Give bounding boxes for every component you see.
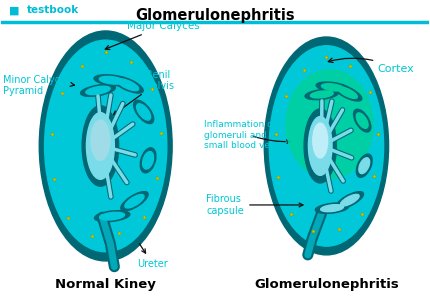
Text: Major Calyces: Major Calyces	[105, 21, 200, 50]
Ellipse shape	[336, 192, 363, 209]
Text: Normal Kiney: Normal Kiney	[55, 278, 156, 291]
Ellipse shape	[137, 104, 150, 120]
Ellipse shape	[304, 109, 336, 183]
Ellipse shape	[143, 152, 154, 169]
Text: ■: ■	[9, 5, 20, 15]
Ellipse shape	[356, 113, 368, 128]
Text: Fibrous
capsule: Fibrous capsule	[206, 194, 303, 216]
Ellipse shape	[80, 85, 115, 96]
Ellipse shape	[305, 89, 338, 100]
Ellipse shape	[321, 205, 344, 212]
Ellipse shape	[134, 100, 154, 124]
Ellipse shape	[86, 86, 110, 95]
Text: Ureter: Ureter	[138, 244, 168, 269]
Ellipse shape	[356, 154, 372, 177]
Ellipse shape	[338, 87, 357, 98]
Ellipse shape	[286, 70, 373, 179]
Ellipse shape	[94, 75, 129, 86]
Ellipse shape	[39, 31, 172, 261]
Ellipse shape	[121, 192, 148, 211]
Ellipse shape	[359, 158, 370, 174]
Ellipse shape	[353, 109, 371, 132]
Ellipse shape	[334, 85, 362, 101]
Ellipse shape	[99, 76, 124, 84]
Ellipse shape	[117, 79, 139, 91]
Ellipse shape	[100, 212, 125, 220]
Ellipse shape	[82, 106, 119, 186]
Text: Inflammation of the
glomeruli and of the
small blood vessels: Inflammation of the glomeruli and of the…	[204, 120, 297, 150]
Ellipse shape	[310, 91, 333, 98]
Ellipse shape	[140, 148, 156, 173]
Text: Cortex: Cortex	[329, 58, 415, 74]
Text: Glomerulonephritis: Glomerulonephritis	[254, 278, 399, 291]
Ellipse shape	[45, 40, 167, 252]
Ellipse shape	[308, 116, 332, 175]
Ellipse shape	[91, 120, 110, 160]
Ellipse shape	[341, 194, 359, 206]
Ellipse shape	[113, 76, 143, 93]
Text: Minor Calyces
Pyramid: Minor Calyces Pyramid	[3, 74, 74, 96]
Ellipse shape	[316, 82, 350, 93]
Ellipse shape	[264, 37, 389, 255]
Text: Glomerulonephritis: Glomerulonephritis	[135, 8, 295, 23]
Text: testbook: testbook	[26, 5, 79, 15]
Ellipse shape	[313, 123, 328, 158]
Text: Renil
Pelvis: Renil Pelvis	[114, 70, 175, 115]
Ellipse shape	[95, 211, 130, 222]
Ellipse shape	[125, 195, 144, 208]
Ellipse shape	[322, 84, 344, 91]
Ellipse shape	[269, 46, 384, 246]
Ellipse shape	[86, 112, 114, 179]
Ellipse shape	[315, 203, 349, 213]
